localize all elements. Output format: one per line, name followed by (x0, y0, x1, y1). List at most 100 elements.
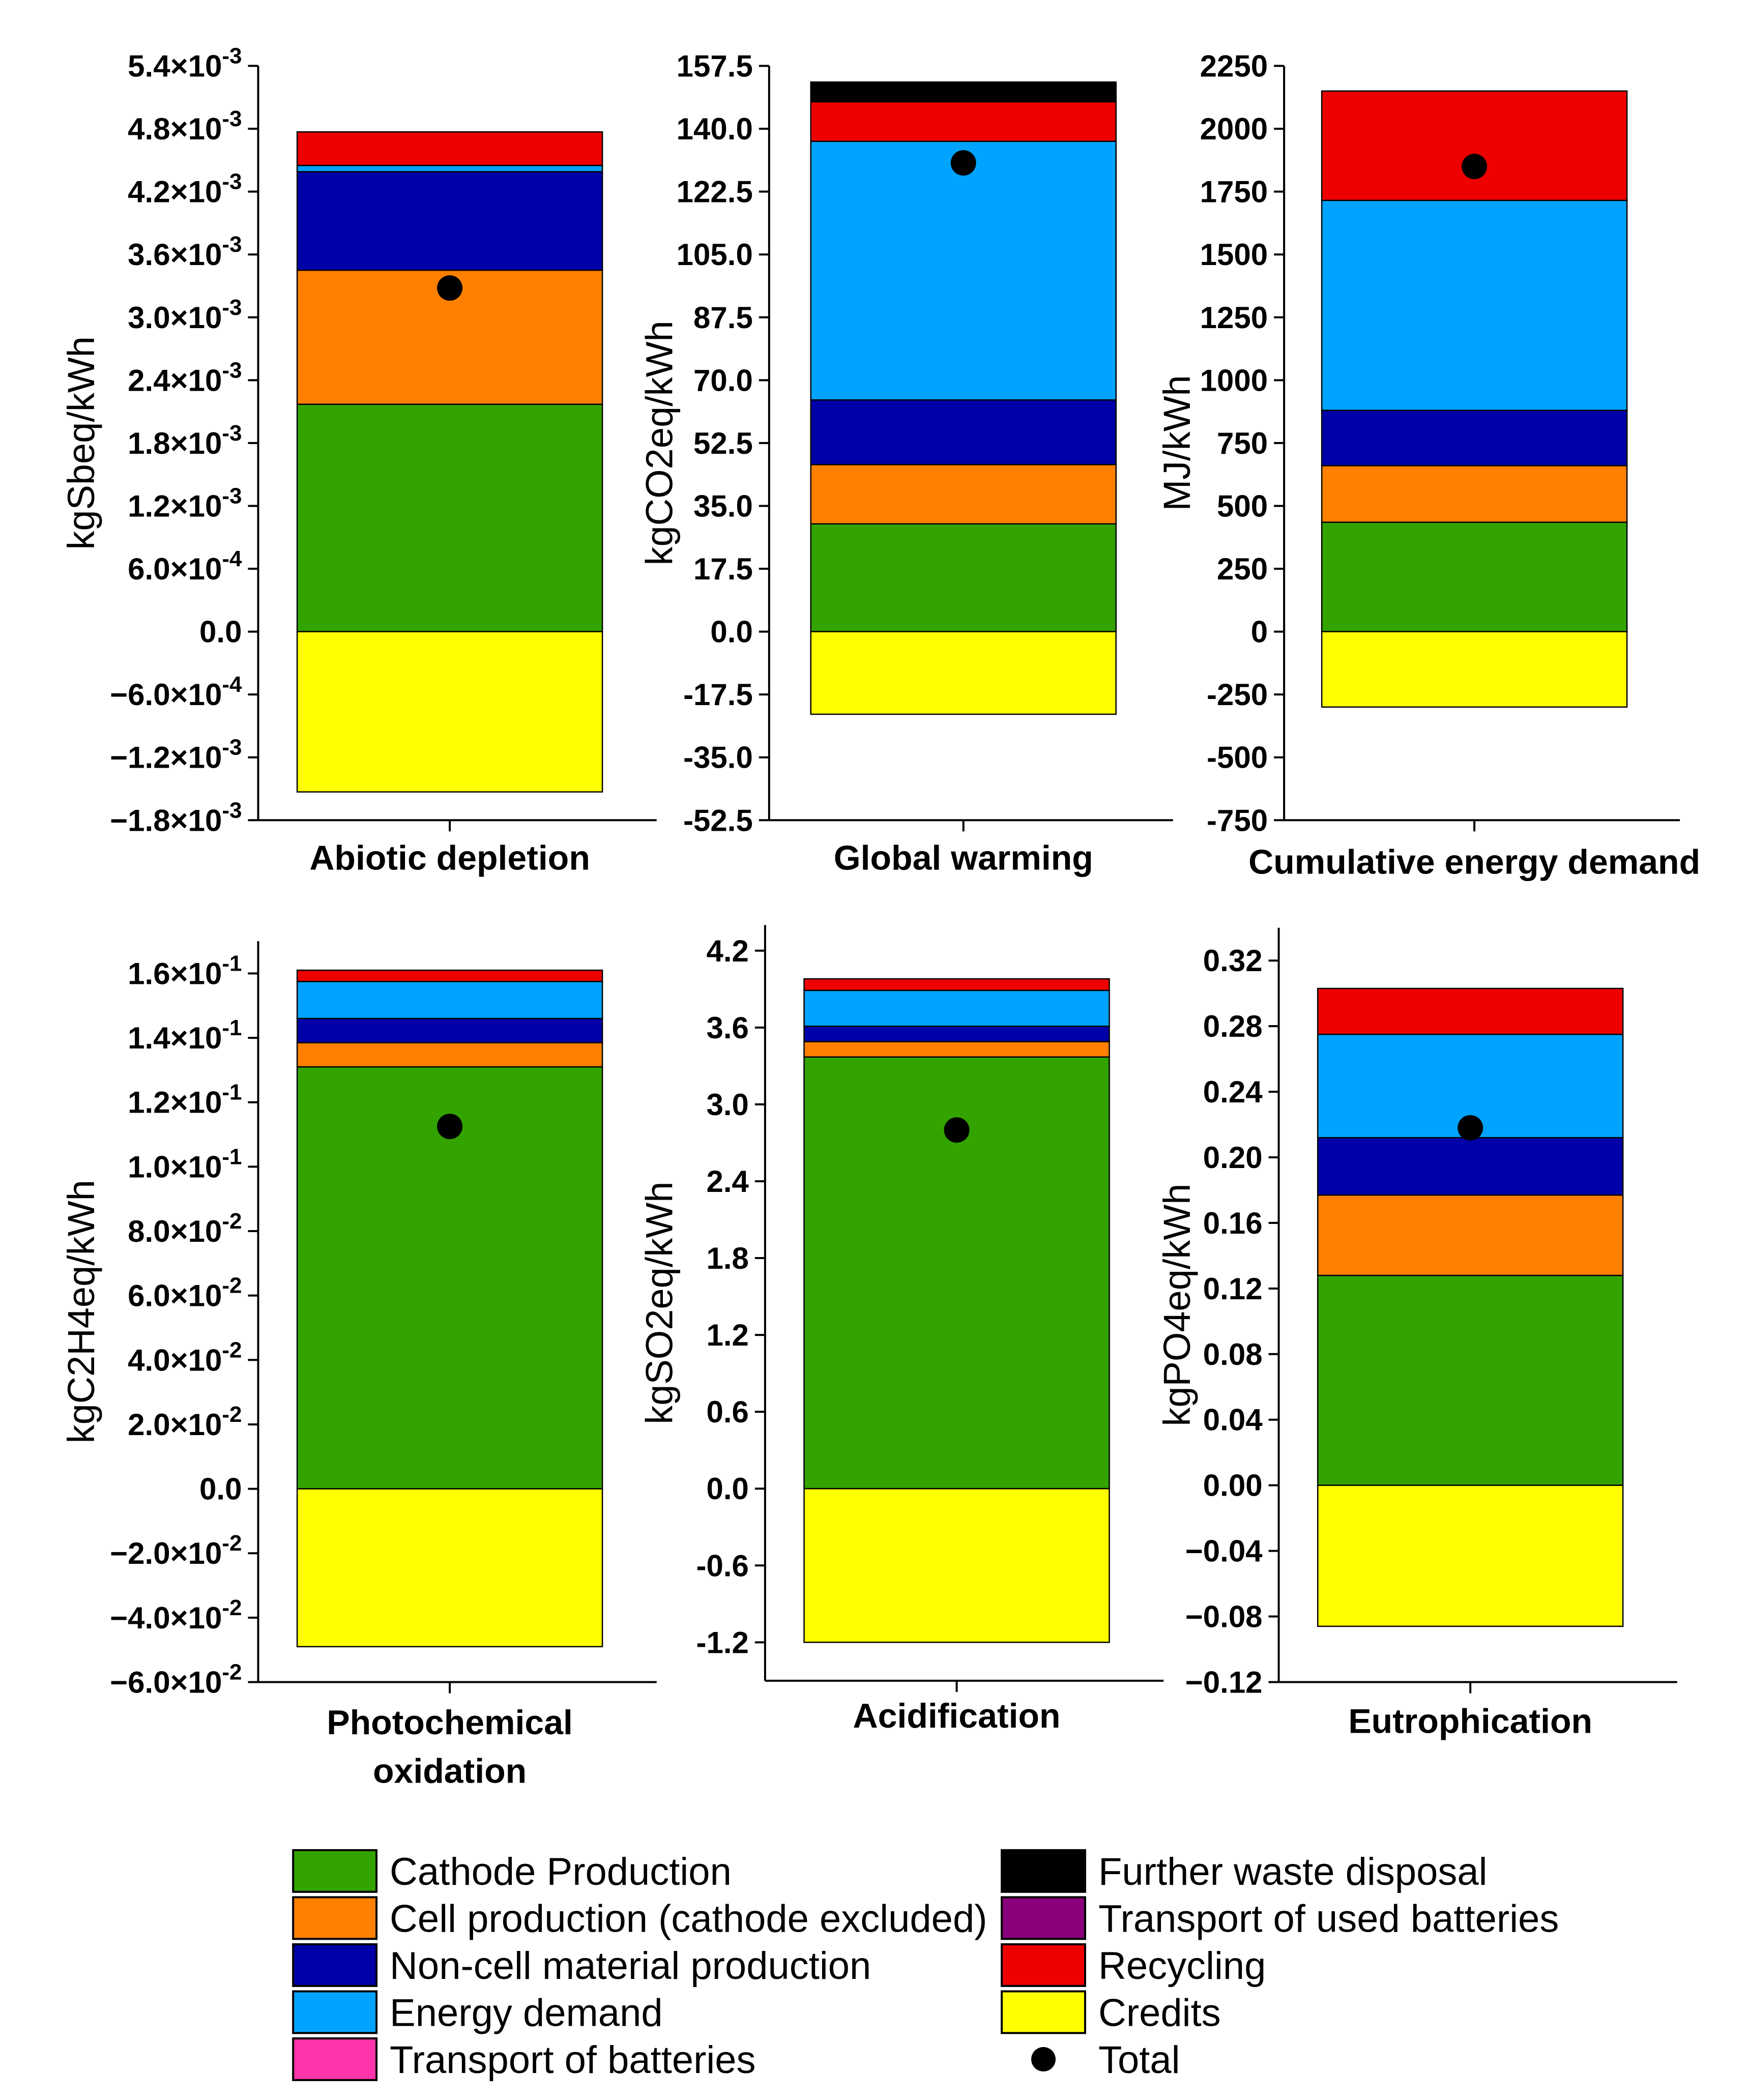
y-tick-label: 17.5 (693, 552, 753, 586)
chart-panel-cumulative-energy-demand: 2250 2000 1750 1500 1250 1000 750 500 250 0 -250 -5… (1156, 49, 1700, 882)
legend-label: Energy demand (390, 1991, 663, 2034)
y-tick-label: 0 (1251, 615, 1268, 649)
y-tick-label: 750 (1217, 426, 1268, 460)
category-label: Cumulative energy demand (1248, 843, 1700, 882)
legend-item-transport-of-batteries: Transport of batteries (292, 2037, 756, 2082)
legend-label: Cell production (cathode excluded) (390, 1897, 987, 1940)
legend-swatch (1001, 1896, 1086, 1940)
y-tick-label: 4.8×10-3 (128, 106, 242, 146)
y-tick-label: −2.0×10-2 (110, 1531, 242, 1570)
legend-swatch (292, 2037, 378, 2081)
legend-dot (1031, 2047, 1056, 2072)
total-marker (437, 275, 463, 301)
legend-swatch (1001, 1849, 1086, 1893)
category-label: Abiotic depletion (309, 839, 590, 878)
chart-panel-acidification: 4.2 3.6 3.0 2.4 1.8 1.2 0.6 0.0 -0.6 -1.2 kgSO2eq/… (638, 925, 1164, 1735)
bar-segment-cell-production-cathode-excluded (296, 1042, 603, 1068)
bar-segment-cell-production-cathode-excluded (1317, 1194, 1624, 1276)
bar-segment-recycling (803, 978, 1110, 991)
y-tick-label: -500 (1207, 741, 1268, 775)
legend-item-cell-production-cathode-excluded: Cell production (cathode excluded) (292, 1896, 987, 1940)
y-tick-label: 0.20 (1203, 1141, 1263, 1175)
y-tick-label: 87.5 (693, 301, 753, 335)
y-tick-label: 1.8×10-3 (128, 421, 242, 460)
y-tick-label: -35.0 (683, 741, 753, 775)
y-tick-label: 2250 (1200, 49, 1268, 83)
bar-segment-recycling (1321, 90, 1628, 201)
y-tick-label: 3.0×10-3 (128, 295, 242, 335)
bar-segment-cell-production-cathode-excluded (810, 464, 1117, 525)
y-tick-label: 6.0×10-2 (128, 1273, 242, 1313)
y-tick-label: 157.5 (677, 49, 753, 83)
legend-item-non-cell-material-production: Non-cell material production (292, 1943, 871, 1988)
y-tick-label: −6.0×10-4 (110, 672, 242, 712)
y-tick-label: 70.0 (693, 363, 753, 397)
y-tick-label: 3.0 (706, 1088, 748, 1122)
bar-segment-non-cell-material-production (1317, 1137, 1624, 1196)
category-label: Acidification (853, 1697, 1061, 1735)
category-label: Photochemical (327, 1703, 573, 1742)
bar-segment-cathode-production (1317, 1274, 1624, 1486)
bar-segment-cathode-production (810, 523, 1117, 632)
total-marker (437, 1114, 463, 1140)
y-tick-label: 105.0 (677, 238, 753, 272)
bar-segment-recycling (296, 131, 603, 166)
legend-label: Non-cell material production (390, 1944, 871, 1988)
y-tick-label: −0.08 (1185, 1600, 1263, 1634)
bar-segment-credits (296, 1488, 603, 1648)
legend-label: Recycling (1098, 1944, 1266, 1988)
bar-segment-energy-demand (1321, 199, 1628, 411)
bar-segment-non-cell-material-production (1321, 410, 1628, 466)
y-axis-title: kgCO2eq/kWh (638, 320, 681, 565)
y-tick-label: 0.32 (1203, 944, 1263, 978)
y-tick-label: 2.0×10-2 (128, 1402, 242, 1442)
y-tick-label: 1.4×10-1 (128, 1015, 242, 1055)
y-tick-label: −1.8×10-3 (110, 798, 242, 837)
legend-item-further-waste-disposal: Further waste disposal (1001, 1849, 1488, 1893)
y-tick-label: 0.24 (1203, 1075, 1263, 1109)
category-label: Eutrophication (1348, 1702, 1592, 1740)
y-tick-label: 0.28 (1203, 1009, 1263, 1043)
y-tick-label: 500 (1217, 489, 1268, 523)
y-tick-label: −1.2×10-3 (110, 735, 242, 775)
y-tick-label: 2000 (1200, 112, 1268, 146)
y-tick-label: 0.0 (199, 1472, 242, 1506)
legend-item-total: Total (1031, 2038, 1180, 2082)
y-tick-label: 4.0×10-2 (128, 1337, 242, 1377)
bar-segment-energy-demand (803, 989, 1110, 1027)
bar-segment-energy-demand (296, 164, 603, 172)
y-tick-label: 52.5 (693, 426, 753, 460)
y-tick-label: 0.16 (1203, 1206, 1263, 1240)
bar-segment-recycling (296, 969, 603, 982)
bar-segment-cathode-production (1321, 521, 1628, 632)
y-axis-title: kgPO4eq/kWh (1156, 1184, 1198, 1426)
legend-label: Transport of batteries (390, 2038, 756, 2082)
y-tick-label: −4.0×10-2 (110, 1595, 242, 1635)
y-tick-label: 0.0 (706, 1472, 748, 1506)
y-tick-label: 1.6×10-1 (128, 951, 242, 990)
y-tick-label: 0.04 (1203, 1403, 1263, 1437)
legend-label: Further waste disposal (1098, 1850, 1488, 1893)
bar-segment-credits (803, 1488, 1110, 1643)
y-axis-title: MJ/kWh (1156, 375, 1198, 511)
bar-segment-non-cell-material-production (810, 399, 1117, 465)
y-tick-label: -250 (1207, 678, 1268, 712)
y-tick-label: 1500 (1200, 238, 1268, 272)
legend-swatch (1001, 1990, 1086, 2034)
y-tick-label: 0.6 (706, 1395, 748, 1429)
bar-segment-cathode-production (296, 403, 603, 632)
legend-item-recycling: Recycling (1001, 1943, 1266, 1988)
y-tick-label: 0.0 (199, 615, 242, 649)
legend-label: Credits (1098, 1991, 1221, 2034)
y-tick-label: -17.5 (683, 678, 753, 712)
y-tick-label: 4.2×10-3 (128, 169, 242, 209)
bar-segment-non-cell-material-production (803, 1026, 1110, 1042)
y-tick-label: 140.0 (677, 112, 753, 146)
legend-label: Total (1098, 2038, 1180, 2082)
bar-segment-non-cell-material-production (296, 1017, 603, 1043)
legend-label: Cathode Production (390, 1850, 732, 1893)
y-axis-title: kgSbeq/kWh (60, 336, 102, 550)
legend-swatch (292, 1990, 378, 2034)
total-marker (1458, 1115, 1483, 1141)
